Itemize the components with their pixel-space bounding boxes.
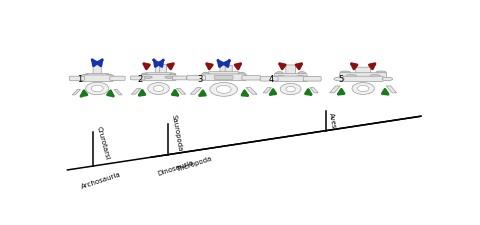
Ellipse shape	[144, 76, 152, 78]
FancyBboxPatch shape	[69, 76, 84, 80]
Text: 5: 5	[338, 75, 343, 84]
Ellipse shape	[202, 73, 210, 75]
Text: 2: 2	[137, 75, 142, 84]
FancyBboxPatch shape	[155, 65, 162, 75]
FancyBboxPatch shape	[215, 75, 233, 79]
FancyBboxPatch shape	[172, 76, 186, 80]
FancyBboxPatch shape	[303, 76, 321, 81]
FancyBboxPatch shape	[85, 74, 109, 78]
Ellipse shape	[376, 71, 386, 74]
Ellipse shape	[142, 73, 147, 75]
Text: Theropoda: Theropoda	[175, 156, 213, 173]
Text: Dinosauria: Dinosauria	[156, 159, 194, 177]
FancyBboxPatch shape	[343, 76, 383, 81]
FancyBboxPatch shape	[141, 75, 176, 81]
Ellipse shape	[382, 77, 393, 81]
Ellipse shape	[340, 71, 350, 74]
FancyBboxPatch shape	[131, 76, 145, 80]
FancyBboxPatch shape	[160, 65, 167, 75]
Ellipse shape	[170, 73, 176, 75]
Text: Crurotarsi: Crurotarsi	[96, 126, 111, 161]
Text: 4: 4	[269, 75, 274, 84]
Ellipse shape	[154, 86, 164, 91]
FancyBboxPatch shape	[220, 65, 227, 75]
Polygon shape	[246, 88, 257, 94]
Text: Aves: Aves	[328, 112, 337, 129]
FancyBboxPatch shape	[286, 65, 296, 76]
Ellipse shape	[91, 85, 103, 92]
FancyBboxPatch shape	[274, 74, 307, 79]
Ellipse shape	[277, 76, 285, 78]
FancyBboxPatch shape	[208, 72, 240, 77]
Ellipse shape	[297, 76, 304, 78]
FancyBboxPatch shape	[260, 76, 278, 81]
FancyBboxPatch shape	[274, 76, 307, 82]
Ellipse shape	[334, 77, 344, 81]
FancyBboxPatch shape	[225, 65, 232, 75]
Ellipse shape	[105, 75, 113, 77]
Ellipse shape	[210, 82, 238, 96]
Ellipse shape	[276, 72, 283, 74]
FancyBboxPatch shape	[356, 67, 371, 76]
Text: 3: 3	[197, 75, 202, 84]
Ellipse shape	[370, 74, 380, 77]
Ellipse shape	[352, 83, 374, 94]
Polygon shape	[72, 89, 81, 95]
FancyBboxPatch shape	[242, 76, 261, 80]
Ellipse shape	[238, 73, 245, 75]
Ellipse shape	[286, 86, 295, 92]
Ellipse shape	[298, 72, 306, 74]
Polygon shape	[177, 88, 186, 94]
FancyBboxPatch shape	[93, 63, 101, 76]
Ellipse shape	[280, 83, 301, 95]
Ellipse shape	[358, 85, 369, 92]
Polygon shape	[132, 88, 141, 94]
Ellipse shape	[81, 75, 89, 77]
FancyBboxPatch shape	[201, 74, 246, 81]
FancyBboxPatch shape	[187, 76, 205, 80]
Text: Archosauria: Archosauria	[81, 172, 122, 190]
Polygon shape	[263, 88, 271, 93]
Ellipse shape	[165, 76, 173, 78]
Ellipse shape	[85, 82, 109, 95]
FancyBboxPatch shape	[110, 76, 125, 80]
Polygon shape	[330, 86, 340, 93]
Polygon shape	[386, 86, 396, 93]
FancyBboxPatch shape	[81, 75, 113, 82]
Polygon shape	[190, 88, 202, 94]
Text: Sauropoda: Sauropoda	[170, 114, 182, 152]
FancyBboxPatch shape	[340, 73, 386, 79]
Ellipse shape	[346, 74, 357, 77]
Polygon shape	[114, 89, 122, 95]
Polygon shape	[310, 88, 318, 93]
Text: 1: 1	[77, 75, 82, 84]
Ellipse shape	[148, 83, 169, 94]
FancyBboxPatch shape	[145, 73, 172, 78]
Ellipse shape	[216, 85, 231, 93]
